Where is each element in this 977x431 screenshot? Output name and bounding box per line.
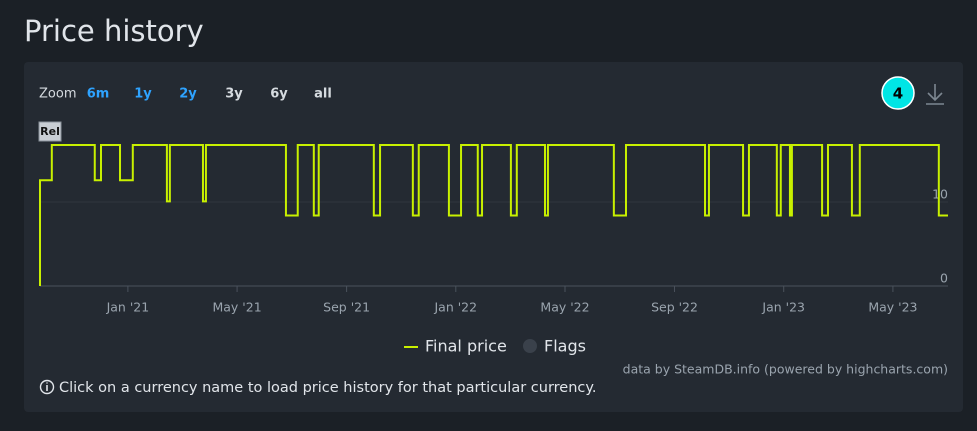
info-icon xyxy=(39,379,55,395)
x-tick-label: Jan '23 xyxy=(761,300,805,315)
x-tick-label: May '23 xyxy=(868,300,917,315)
legend-label[interactable]: Final price xyxy=(425,337,507,356)
credits: data by SteamDB.info (powered by highcha… xyxy=(623,362,948,377)
flag xyxy=(38,121,62,142)
zoom-option[interactable]: 6m xyxy=(87,87,110,102)
flag-label: Rel xyxy=(40,125,60,138)
price-line xyxy=(39,143,948,286)
legend-label[interactable]: Flags xyxy=(544,337,586,356)
y-tick-label: 0 xyxy=(940,271,948,286)
x-tick-label: Sep '22 xyxy=(651,300,698,315)
page-title: Price history xyxy=(24,14,204,48)
x-tick-label: Sep '21 xyxy=(323,300,370,315)
x-tick-label: Jan '22 xyxy=(434,300,478,315)
zoom-option[interactable]: all xyxy=(314,87,332,102)
zoom-option[interactable]: 6y xyxy=(270,87,288,102)
zoom-option[interactable]: 2y xyxy=(179,87,197,102)
x-tick-label: Jan '21 xyxy=(106,300,150,315)
x-tick-label: May '22 xyxy=(540,300,589,315)
zoom-option[interactable]: 1y xyxy=(134,87,152,102)
chart: 0 10 Jan '21 May '21 Sep '21 Jan '22 May '22 Se… xyxy=(38,121,948,356)
zoom-buttons: 6m 1y 2y 3y 6y all xyxy=(87,87,332,102)
zoom-option[interactable]: 3y xyxy=(225,87,243,102)
y-tick-label: 10 xyxy=(932,187,948,202)
panel xyxy=(24,62,963,412)
legend-swatch xyxy=(523,339,537,353)
note: Click on a currency name to load price h… xyxy=(59,380,597,396)
x-tick-label: May '21 xyxy=(212,300,261,315)
badge-text: 4 xyxy=(893,85,903,103)
download-button[interactable] xyxy=(926,84,944,105)
zoom-label: Zoom xyxy=(39,87,76,102)
badge xyxy=(881,76,915,110)
